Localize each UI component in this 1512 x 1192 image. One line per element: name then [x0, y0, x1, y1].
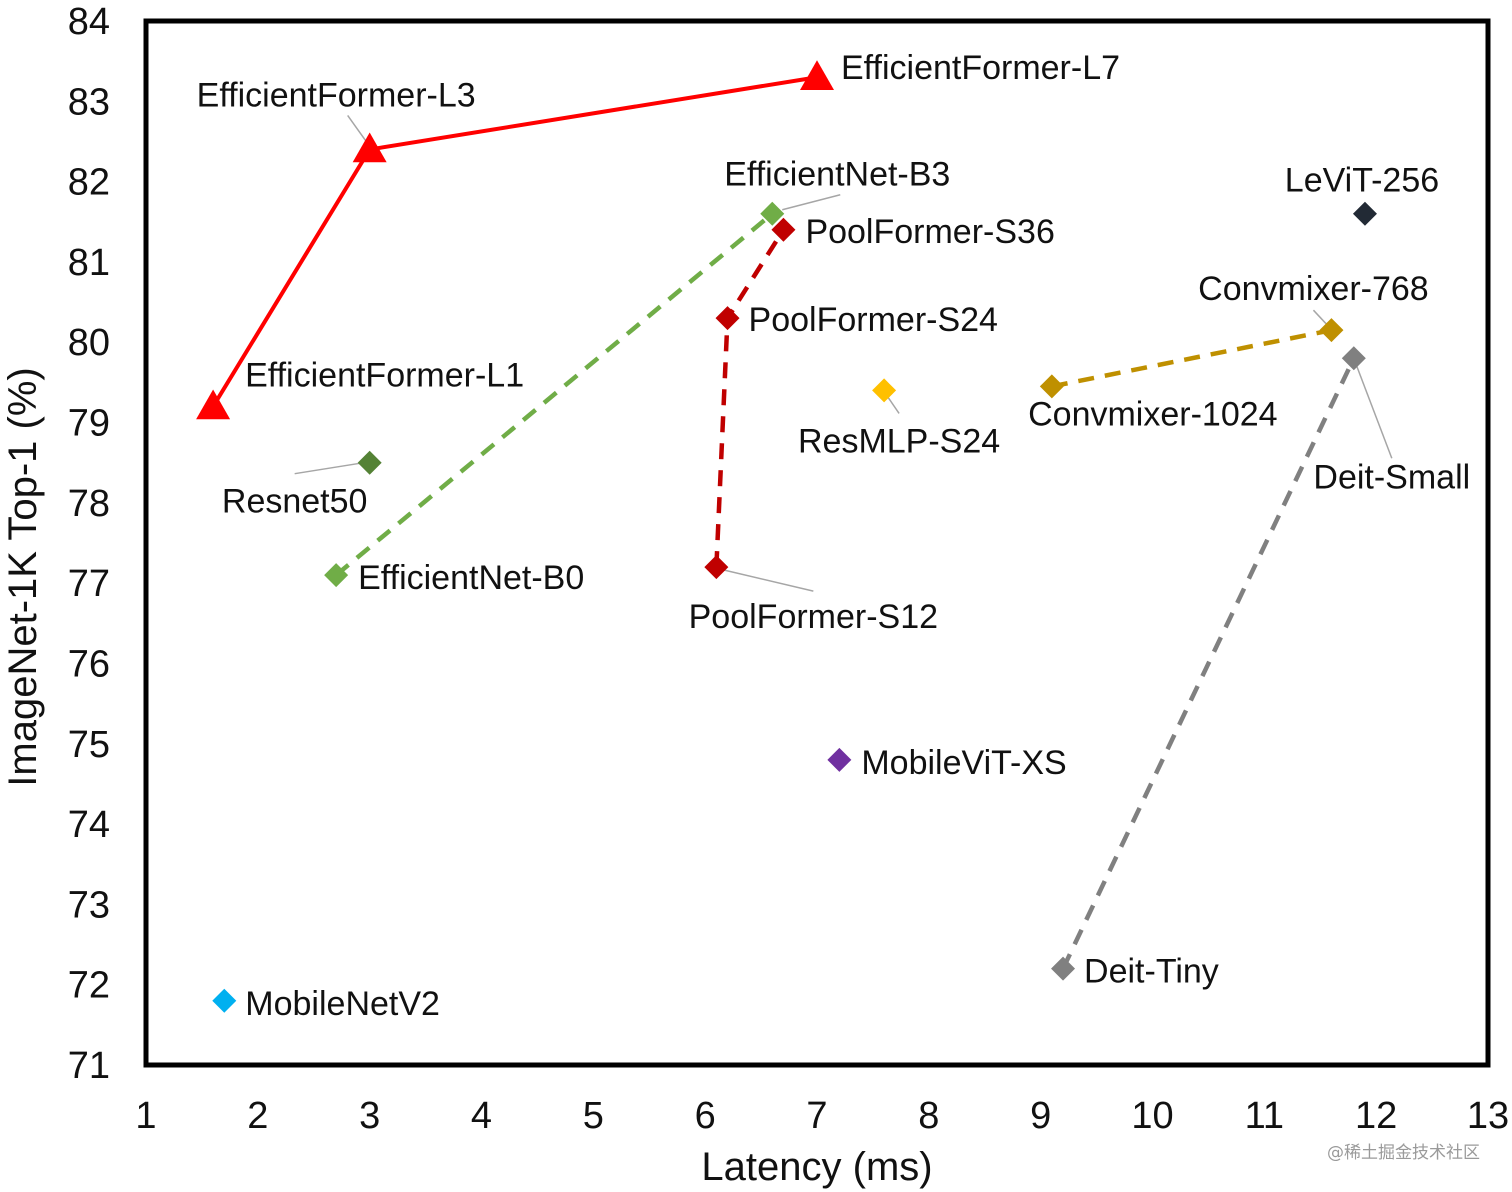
y-tick-label: 80: [68, 322, 110, 364]
series-line: [1061, 357, 1356, 970]
point-label: Resnet50: [222, 483, 368, 521]
y-tick-label: 78: [68, 483, 110, 525]
x-tick-label: 5: [583, 1095, 604, 1137]
point-label: EfficientFormer-L7: [841, 49, 1120, 87]
diamond-marker: [760, 201, 785, 226]
diamond-marker: [357, 450, 382, 475]
diamond-marker: [1341, 346, 1366, 371]
diamond-marker: [771, 217, 796, 242]
x-tick-label: 4: [471, 1095, 492, 1137]
point-label: ResMLP-S24: [798, 422, 1000, 460]
point-label: LeViT-256: [1285, 162, 1439, 200]
diamond-marker: [212, 988, 237, 1013]
y-tick-label: 76: [68, 643, 110, 685]
data-markers: [196, 60, 1377, 1013]
y-tick-label: 84: [68, 1, 110, 43]
x-tick-label: 1: [135, 1095, 156, 1137]
point-label: EfficientNet-B3: [724, 156, 950, 194]
triangle-marker: [352, 132, 387, 163]
diamond-marker: [715, 306, 740, 331]
diamond-marker: [1039, 374, 1064, 399]
x-tick-label: 13: [1467, 1095, 1509, 1137]
y-tick-label: 83: [68, 81, 110, 123]
series-lines: [211, 75, 1356, 970]
x-tick-label: 10: [1131, 1095, 1173, 1137]
x-tick-label: 12: [1355, 1095, 1397, 1137]
x-tick-label: 8: [918, 1095, 939, 1137]
point-label: Deit-Small: [1313, 458, 1470, 496]
x-tick-label: 11: [1245, 1095, 1284, 1137]
diamond-marker: [324, 563, 349, 588]
x-tick-label: 2: [247, 1095, 268, 1137]
triangle-marker: [800, 60, 834, 90]
y-tick-label: 71: [68, 1045, 110, 1087]
y-tick-label: 81: [68, 242, 110, 284]
point-label: EfficientNet-B0: [358, 559, 584, 597]
diamond-marker: [1319, 318, 1344, 343]
point-label: Convmixer-768: [1198, 270, 1429, 308]
x-tick-label: 3: [359, 1095, 380, 1137]
triangle-marker: [196, 389, 231, 420]
point-label: MobileNetV2: [245, 985, 440, 1023]
diamond-marker: [872, 378, 897, 403]
leader-line: [1356, 366, 1393, 459]
point-label: EfficientFormer-L1: [245, 356, 524, 394]
leader-line: [1312, 309, 1328, 326]
point-label: EfficientFormer-L3: [197, 76, 476, 114]
leader-line: [294, 461, 364, 475]
y-tick-label: 74: [68, 804, 110, 846]
x-tick-label: 7: [806, 1095, 827, 1137]
plot-frame: [143, 18, 1491, 1068]
leader-line: [887, 396, 900, 414]
leader-line: [724, 569, 814, 592]
diamond-marker: [1352, 201, 1377, 226]
y-tick-label: 82: [68, 162, 110, 204]
series-line: [334, 212, 774, 577]
point-label: MobileViT-XS: [861, 744, 1066, 782]
diamond-marker: [827, 747, 852, 772]
point-labels: EfficientFormer-L1 EfficientFormer-L3 Effi…: [197, 49, 1471, 1023]
y-tick-label: 79: [68, 403, 110, 445]
x-tick-label: 6: [695, 1095, 716, 1137]
watermark: @稀土掘金技术社区: [1327, 1143, 1480, 1163]
x-tick-label: 9: [1030, 1095, 1051, 1137]
series-line: [1051, 327, 1332, 389]
diamond-marker: [704, 555, 729, 580]
y-axis-title: ImageNet-1K Top-1 (%): [1, 367, 45, 786]
point-label: Convmixer-1024: [1028, 395, 1277, 433]
y-tick-label: 72: [68, 965, 110, 1007]
point-label: Deit-Tiny: [1084, 953, 1219, 991]
y-tick-label: 73: [68, 884, 110, 926]
y-tick-label: 77: [68, 563, 110, 605]
x-axis-title: Latency (ms): [701, 1145, 932, 1189]
point-label: PoolFormer-S12: [689, 598, 938, 636]
diamond-marker: [1051, 956, 1076, 981]
label-leader-lines: [294, 115, 1393, 592]
point-label: PoolFormer-S36: [805, 213, 1054, 251]
x-axis-ticks: 1 2 3 4 5 6 7 8 9 10 11 12 13: [135, 1095, 1509, 1137]
y-tick-label: 75: [68, 724, 110, 766]
y-axis-ticks: 71 72 73 74 75 76 77 78 79 80 81 82 83 84: [68, 1, 110, 1087]
series-line: [714, 228, 786, 568]
point-label: PoolFormer-S24: [749, 301, 998, 339]
leader-line: [347, 115, 369, 144]
leader-line: [782, 194, 841, 211]
